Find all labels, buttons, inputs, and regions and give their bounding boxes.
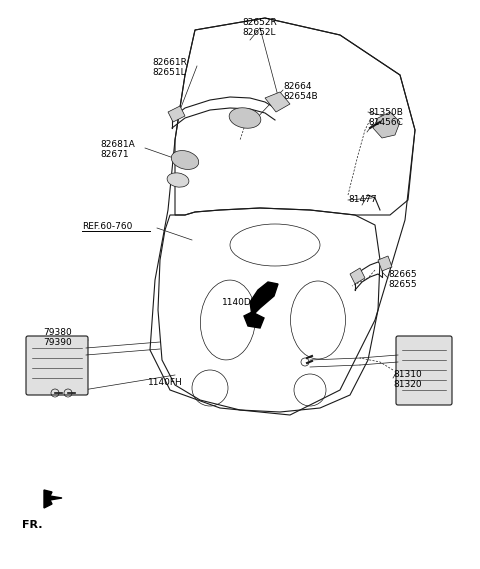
FancyBboxPatch shape <box>26 336 88 395</box>
Polygon shape <box>168 106 185 122</box>
Polygon shape <box>378 256 392 271</box>
Ellipse shape <box>167 173 189 187</box>
Text: 81477: 81477 <box>348 195 377 204</box>
Polygon shape <box>350 268 365 284</box>
Ellipse shape <box>229 108 261 128</box>
Polygon shape <box>44 490 62 508</box>
Text: 79380
79390: 79380 79390 <box>43 328 72 348</box>
Polygon shape <box>244 312 264 328</box>
Text: 1140DJ: 1140DJ <box>222 298 254 307</box>
Text: 81350B
81456C: 81350B 81456C <box>368 108 403 127</box>
Polygon shape <box>250 282 278 316</box>
Text: 81310
81320: 81310 81320 <box>393 370 422 389</box>
Text: REF.60-760: REF.60-760 <box>82 222 132 231</box>
Text: 1140FH: 1140FH <box>148 378 183 387</box>
Text: 82664
82654B: 82664 82654B <box>283 82 318 101</box>
FancyBboxPatch shape <box>396 336 452 405</box>
Text: 82652R
82652L: 82652R 82652L <box>242 18 277 38</box>
Text: 82681A
82671: 82681A 82671 <box>100 140 135 159</box>
Polygon shape <box>373 112 400 138</box>
Text: 82665
82655: 82665 82655 <box>388 270 417 290</box>
Polygon shape <box>265 92 290 112</box>
Text: 82661R
82651L: 82661R 82651L <box>152 58 187 77</box>
Ellipse shape <box>171 151 199 170</box>
Text: FR.: FR. <box>22 520 43 530</box>
